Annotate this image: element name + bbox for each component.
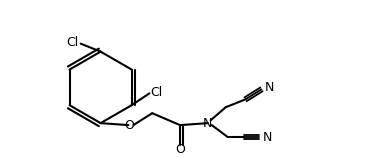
Text: Cl: Cl bbox=[151, 86, 163, 99]
Text: O: O bbox=[124, 119, 134, 132]
Text: N: N bbox=[263, 131, 272, 143]
Text: N: N bbox=[265, 81, 274, 94]
Text: O: O bbox=[175, 143, 185, 156]
Text: N: N bbox=[203, 117, 213, 130]
Text: Cl: Cl bbox=[66, 36, 79, 49]
